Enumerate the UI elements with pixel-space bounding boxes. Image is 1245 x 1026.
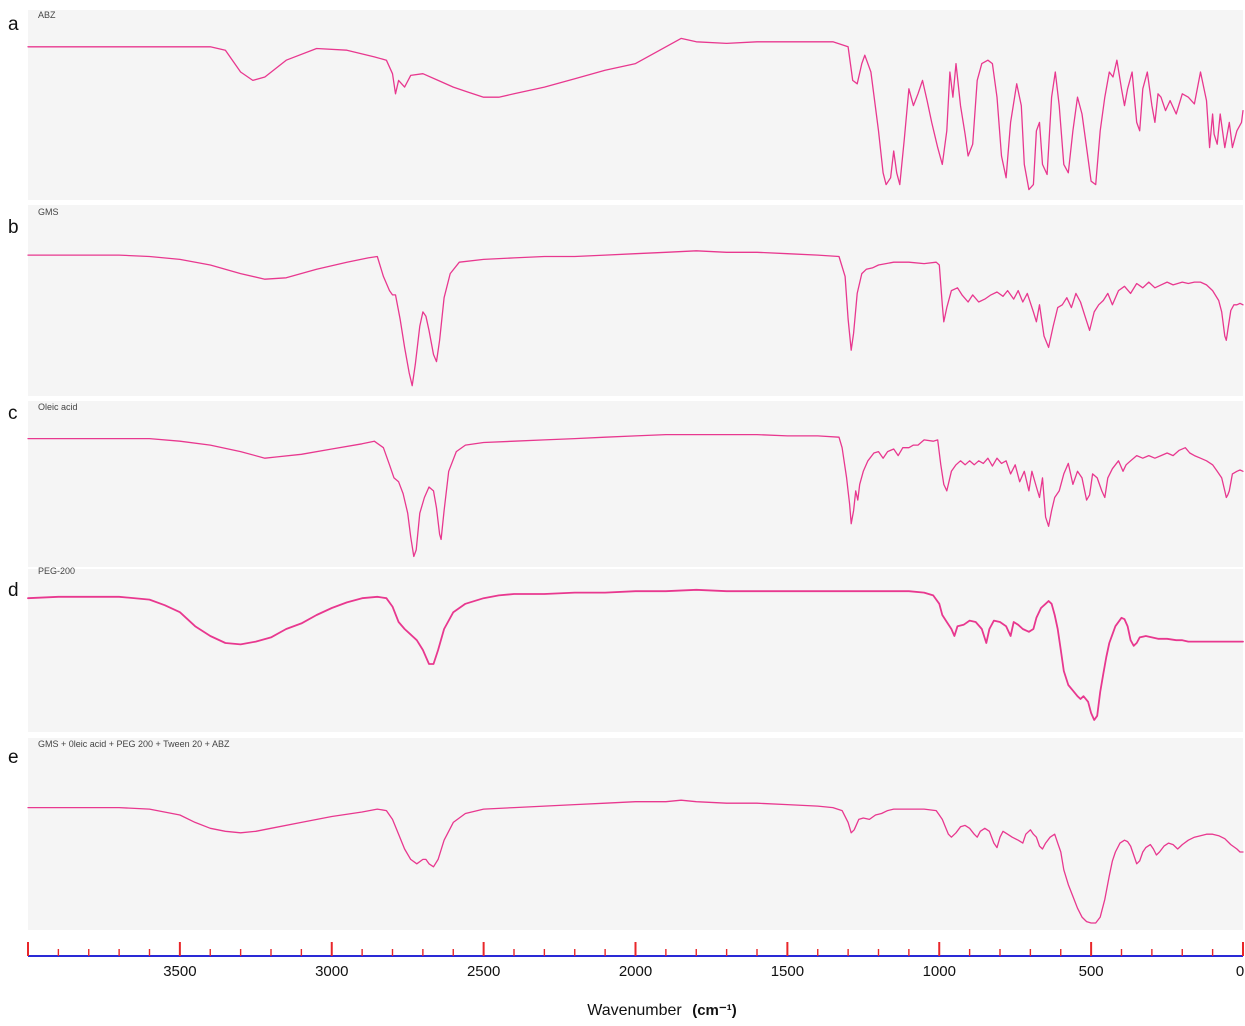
x-tick-label: 0 (1236, 963, 1244, 980)
x-axis-title-unit: (cm⁻¹) (692, 1002, 737, 1019)
panel-letter: d (8, 580, 19, 601)
panel-d: d PEG-200 (8, 566, 1244, 732)
x-tick-label: 2000 (619, 963, 652, 980)
spectrum-line-d (27, 588, 1244, 721)
panel-b: b GMS (8, 205, 1244, 396)
panel-c-background (28, 401, 1243, 567)
x-tick-label: 1500 (771, 963, 804, 980)
panel-b-background (28, 205, 1243, 396)
spectrum-line-a (27, 37, 1244, 191)
panel-c: c Oleic acid (8, 401, 1244, 567)
panel-sample-name: ABZ (38, 10, 56, 20)
x-tick-label: 500 (1079, 963, 1104, 980)
panel-letter: b (8, 217, 19, 238)
panel-sample-name: Oleic acid (38, 402, 78, 412)
spectra-panels: a ABZ b GMS c Oleic acid d PEG-200 e GMS + 0leic … (8, 10, 1244, 930)
panel-sample-name: GMS (38, 207, 59, 217)
panel-d-background (28, 569, 1243, 732)
x-axis-title: Wavenumber (cm⁻¹) (587, 1002, 737, 1019)
spectrum-line-b (27, 250, 1244, 387)
x-axis-title-text: Wavenumber (587, 1002, 682, 1019)
panel-a-background (28, 10, 1243, 200)
panel-a: a ABZ (8, 10, 1244, 200)
x-tick-label: 3000 (315, 963, 348, 980)
spectrum-line-e (27, 799, 1244, 924)
x-tick-label: 1000 (923, 963, 956, 980)
x-axis: 3500 3000 2500 2000 1500 1000 500 0 (27, 942, 1244, 980)
x-tick-label: 3500 (163, 963, 196, 980)
panel-letter: e (8, 747, 19, 768)
spectrum-line-c (27, 433, 1244, 558)
x-tick-label: 2500 (467, 963, 500, 980)
panel-letter: a (8, 14, 19, 35)
panel-sample-name: GMS + 0leic acid + PEG 200 + Tween 20 + … (38, 739, 230, 749)
panel-sample-name: PEG-200 (38, 566, 75, 576)
panel-e: e GMS + 0leic acid + PEG 200 + Tween 20 +… (8, 738, 1244, 930)
panel-letter: c (8, 403, 18, 424)
panel-e-background (28, 738, 1243, 930)
